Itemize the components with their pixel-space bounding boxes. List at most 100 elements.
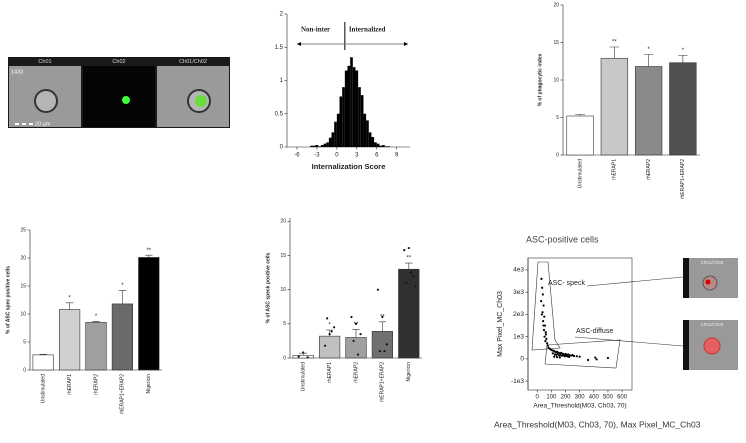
bar xyxy=(634,66,663,156)
scatter-point xyxy=(542,320,545,323)
significance: * xyxy=(68,295,71,301)
channel-label: Ch02 xyxy=(112,59,125,65)
histogram-bar xyxy=(344,70,348,147)
scatter-point xyxy=(595,358,598,361)
y-tick-label: 2 xyxy=(280,12,284,18)
scale-bar xyxy=(29,123,33,125)
data-point xyxy=(376,288,379,291)
scatter-point xyxy=(578,355,581,358)
y-axis-label: % of ASC spec positive cells xyxy=(5,266,11,334)
data-point xyxy=(378,350,382,353)
y-tick-label: 5 xyxy=(556,115,559,121)
histogram-bar xyxy=(331,132,335,147)
x-tick-label: rhERAP1+ERAP2 xyxy=(380,362,386,402)
annotation: Non-inter xyxy=(301,26,330,34)
error-bar xyxy=(145,254,153,258)
data-point xyxy=(356,353,360,356)
histogram-bar xyxy=(318,146,321,147)
x-axis-label: Area_Threshold(M03, Ch03, 70) xyxy=(533,403,626,410)
y-tick-label: 0.5 xyxy=(275,111,284,117)
data-point xyxy=(403,248,406,252)
y-tick-label: 5 xyxy=(23,339,26,345)
error-bar xyxy=(92,320,100,323)
significance: * xyxy=(328,323,331,329)
scatter-point xyxy=(540,300,543,303)
x-tick-label: 100 xyxy=(546,395,557,401)
data-point xyxy=(412,274,415,278)
error-bar xyxy=(405,262,413,270)
thumbnail-label: Ch01/Ch03 xyxy=(701,322,724,327)
histogram-bar xyxy=(376,143,380,147)
histogram-bar xyxy=(374,142,377,147)
gate-diffuse xyxy=(544,339,621,369)
data-point xyxy=(323,344,327,347)
error-bar xyxy=(643,54,654,67)
histogram-bar xyxy=(312,145,316,147)
data-point xyxy=(350,315,353,319)
data-point xyxy=(414,285,417,288)
x-tick-label: Unstimulated xyxy=(301,362,307,391)
scatter-point xyxy=(555,356,559,359)
y-tick-label: 20 xyxy=(280,219,286,225)
bar xyxy=(345,337,367,359)
cell xyxy=(703,337,721,355)
histogram-bar xyxy=(382,145,385,147)
scale-label: 20 μm xyxy=(35,121,51,127)
y-axis-label: % of ASC speck positive cells xyxy=(265,252,271,323)
significance: ** xyxy=(612,40,617,46)
scatter-point xyxy=(542,328,546,332)
scatter-point xyxy=(545,337,548,340)
histogram-bar xyxy=(379,145,383,147)
y-tick-label: 0 xyxy=(280,145,284,151)
histogram-bar xyxy=(366,120,369,147)
arrowhead xyxy=(404,42,408,46)
data-point xyxy=(354,322,358,325)
error-bar xyxy=(678,54,688,63)
x-tick-label: rhERAP2 xyxy=(353,362,359,383)
histogram-bar xyxy=(368,132,372,147)
y-tick-label: 2e3 xyxy=(513,311,524,318)
x-tick-label: rhERAP2 xyxy=(93,374,99,395)
y-tick-label: 0 xyxy=(23,367,26,373)
histogram-bar xyxy=(328,137,332,147)
scatter-point xyxy=(575,355,578,358)
data-point xyxy=(385,343,389,346)
bar xyxy=(371,331,393,359)
histogram-bar xyxy=(342,87,345,147)
scatter-point xyxy=(572,354,576,358)
x-tick-label: rhERAP1 xyxy=(67,374,73,395)
scatter-point xyxy=(567,355,571,358)
x-tick-label: 200 xyxy=(560,395,571,401)
scatter-point xyxy=(543,315,546,318)
scatter-point xyxy=(544,331,547,334)
data-point xyxy=(383,350,386,353)
plot-frame xyxy=(527,257,633,391)
scatter-point xyxy=(542,324,545,327)
thumbnail-label: Ch01/Ch03 xyxy=(701,260,724,265)
scatter-point xyxy=(542,304,545,307)
scatter-point xyxy=(556,352,559,356)
histogram-bar xyxy=(339,96,343,147)
scatter-point xyxy=(587,358,590,362)
bar xyxy=(59,309,81,371)
data-point xyxy=(381,315,384,319)
y-tick-label: 20 xyxy=(553,2,559,8)
thumbnail-edge xyxy=(683,258,689,298)
significance: * xyxy=(121,283,124,289)
data-point xyxy=(333,326,336,329)
scatter-point xyxy=(541,293,544,296)
histogram-bar xyxy=(347,65,351,147)
thumbnail-edge xyxy=(683,320,689,370)
bar xyxy=(600,57,629,156)
y-tick-label: 10 xyxy=(553,77,559,83)
error-bar xyxy=(118,290,127,304)
scatter-point xyxy=(541,286,544,289)
significance: ** xyxy=(146,248,151,254)
data-point xyxy=(326,317,329,320)
y-tick-label: 15 xyxy=(20,283,26,289)
histogram-bar xyxy=(384,146,388,147)
scatter-point xyxy=(546,344,549,347)
x-tick-label: -6 xyxy=(294,153,300,159)
x-tick-label: 3 xyxy=(355,153,359,159)
